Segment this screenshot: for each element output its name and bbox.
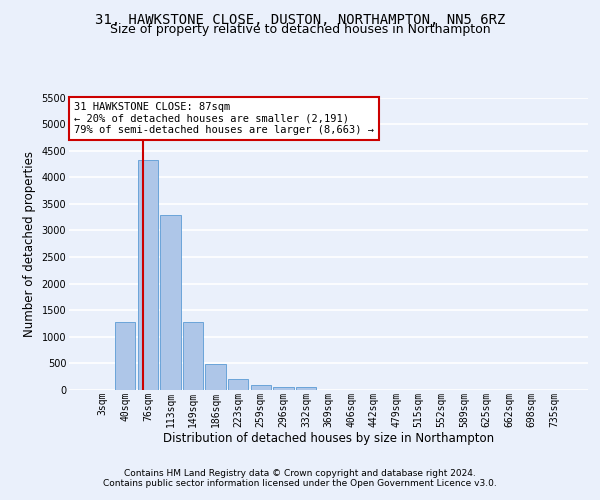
X-axis label: Distribution of detached houses by size in Northampton: Distribution of detached houses by size … <box>163 432 494 445</box>
Bar <box>205 364 226 390</box>
Text: 31, HAWKSTONE CLOSE, DUSTON, NORTHAMPTON, NN5 6RZ: 31, HAWKSTONE CLOSE, DUSTON, NORTHAMPTON… <box>95 12 505 26</box>
Bar <box>138 160 158 390</box>
Text: 31 HAWKSTONE CLOSE: 87sqm
← 20% of detached houses are smaller (2,191)
79% of se: 31 HAWKSTONE CLOSE: 87sqm ← 20% of detac… <box>74 102 374 135</box>
Text: Size of property relative to detached houses in Northampton: Size of property relative to detached ho… <box>110 22 490 36</box>
Bar <box>273 387 293 390</box>
Bar <box>296 387 316 390</box>
Text: Contains HM Land Registry data © Crown copyright and database right 2024.: Contains HM Land Registry data © Crown c… <box>124 468 476 477</box>
Bar <box>228 378 248 390</box>
Bar <box>115 322 136 390</box>
Bar <box>160 215 181 390</box>
Y-axis label: Number of detached properties: Number of detached properties <box>23 151 36 337</box>
Bar <box>183 322 203 390</box>
Bar <box>251 386 271 390</box>
Text: Contains public sector information licensed under the Open Government Licence v3: Contains public sector information licen… <box>103 478 497 488</box>
